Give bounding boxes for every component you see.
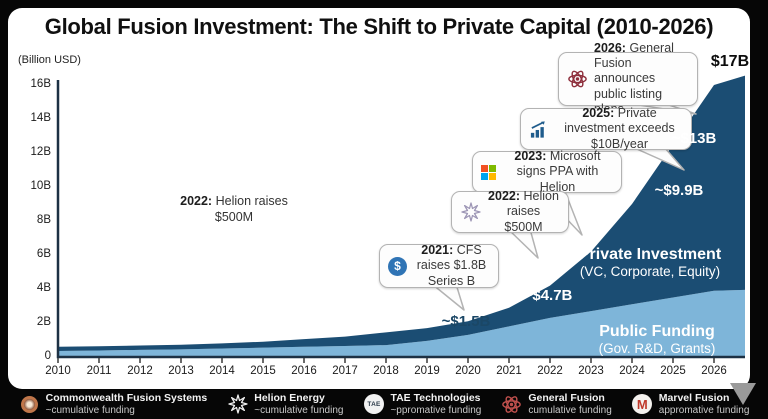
x-axis-tick-label: 2015 — [250, 365, 276, 377]
callout-text: 2022: Helion raises $500M — [487, 189, 560, 235]
callout-body: Helion raises $500M — [504, 189, 559, 234]
legend-name: Helion Energy — [254, 392, 325, 405]
y-axis-tick-label: 16B — [30, 78, 51, 90]
x-axis-tick-label: 2016 — [291, 365, 317, 377]
legend-sub: ~cumulative funding — [254, 404, 344, 416]
legend-sub: cumulative funding — [528, 404, 612, 416]
legend-item-marvel: M Marvel Fusion appromative funding — [632, 392, 750, 416]
value-label-4-7b: ~$4.7B — [523, 287, 573, 304]
legend-name: Commonwealth Fusion Systems — [45, 392, 208, 405]
callout-text: 2021: CFS raises $1.8B Series B — [413, 243, 490, 289]
x-axis-tick-label: 2011 — [86, 365, 112, 377]
bar-chart-icon — [529, 119, 550, 140]
area-label-sub: (Gov. R&D, Grants) — [598, 341, 716, 357]
chart-title: Global Fusion Investment: The Shift to P… — [44, 14, 714, 39]
callout-body: CFS raises $1.8B Series B — [416, 243, 487, 288]
y-axis-tick-label: 4B — [36, 282, 51, 294]
x-axis-tick-label: 2021 — [496, 365, 522, 377]
callout-text: 2025: Private investment exceeds $10B/ye… — [556, 106, 683, 152]
card-speech-tail — [730, 383, 756, 405]
private-investment-area — [58, 75, 745, 352]
callout-body: Microsoft signs PPA with Helion — [516, 149, 601, 194]
chart-card: Global Fusion Investment: The Shift to P… — [8, 8, 750, 389]
callout-year: 2025: — [582, 106, 615, 121]
atom-icon — [567, 69, 588, 90]
x-axis-tick-label: 2018 — [373, 365, 399, 377]
legend-sub: appromative funding — [658, 404, 750, 416]
x-axis-tick-label: 2019 — [414, 365, 440, 377]
callout-year: 2026: — [594, 40, 626, 55]
x-axis-tick-label: 2020 — [455, 365, 481, 377]
callout-year: 2023: — [514, 149, 547, 164]
note-2022-helion: 2022: Helion raises $500M — [178, 193, 290, 226]
microsoft-logo-icon — [481, 164, 496, 180]
helion-star-icon — [227, 394, 248, 415]
legend-item-cfs: Commonwealth Fusion Systems ~cumulative … — [19, 392, 208, 416]
callout-2022-helion-500m: 2022: Helion raises $500M — [451, 189, 569, 235]
y-axis-tick-label: 8B — [36, 214, 51, 226]
public-funding-area-label: Public Funding (Gov. R&D, Grants) — [567, 323, 747, 358]
value-label-13b: ~$13B — [671, 130, 717, 147]
callout-2025-private-investment: 2025: Private investment exceeds $10B/ye… — [520, 106, 692, 152]
tae-circle-icon: TAE — [363, 394, 384, 415]
legend-sub: ~cumulative funding — [45, 404, 135, 416]
x-axis-tick-label: 2010 — [45, 365, 71, 377]
x-axis-tick-label: 2017 — [332, 365, 358, 377]
atom-icon — [501, 394, 522, 415]
note-text: Helion raises $500M — [214, 194, 288, 225]
cfs-ring-icon — [19, 394, 40, 415]
x-axis-tick-label: 2022 — [537, 365, 563, 377]
area-label-sub: (VC, Corporate, Equity) — [579, 264, 721, 280]
x-axis-tick-label: 2014 — [209, 365, 235, 377]
note-year: 2022: — [180, 194, 213, 208]
x-axis-tickmarks — [57, 358, 715, 363]
callout-2026-general-fusion: 2026: General Fusion announces public li… — [558, 41, 698, 116]
callout-year: 2021: — [421, 243, 454, 258]
y-axis-tick-label: 6B — [36, 248, 51, 260]
legend-name: General Fusion — [528, 392, 605, 405]
legend-item-tae: TAE TAE Technologies ~ppromative funding — [363, 392, 482, 416]
y-axis-tick-label: 10B — [30, 180, 51, 192]
legend-name: Marvel Fusion — [658, 392, 730, 405]
y-axis-unit-label: (Billion USD) — [18, 54, 81, 66]
area-label-title: Private Investment — [578, 246, 722, 263]
axis-lines — [56, 80, 745, 359]
callout-body: Private investment exceeds $10B/year — [564, 106, 675, 151]
legend-item-helion: Helion Energy ~cumulative funding — [227, 392, 344, 416]
private-investment-area-label: Private Investment (VC, Corporate, Equit… — [560, 246, 740, 281]
x-axis-tick-label: 2025 — [660, 365, 686, 377]
helion-star-icon — [460, 202, 481, 223]
marvel-initial: M — [632, 394, 653, 414]
legend-name: TAE Technologies — [390, 392, 481, 405]
y-axis-tick-label: 2B — [36, 316, 51, 328]
public-funding-area — [58, 289, 745, 357]
y-axis-tick-label: 0 — [44, 350, 51, 362]
value-label-1-5b: ~$1.5B — [441, 313, 491, 330]
dollar-icon: $ — [388, 256, 407, 276]
x-axis-tick-label: 2012 — [127, 365, 153, 377]
tae-initials: TAE — [363, 394, 384, 414]
legend-sub: ~ppromative funding — [390, 404, 482, 416]
legend-item-general-fusion: General Fusion cumulative funding — [501, 392, 612, 416]
y-axis-tick-label: 12B — [30, 146, 51, 158]
x-axis-tick-label: 2013 — [168, 365, 194, 377]
y-axis-tick-label: 14B — [30, 112, 51, 124]
callout-2021-cfs-series-b: $ 2021: CFS raises $1.8B Series B — [379, 243, 499, 289]
value-label-17b: $17B — [710, 53, 750, 70]
callout-2023-microsoft-ppa: 2023: Microsoft signs PPA with Helion — [472, 149, 622, 195]
area-label-title: Public Funding — [599, 323, 715, 340]
x-axis-tick-label: 2026 — [701, 365, 727, 377]
marvel-m-icon: M — [632, 394, 653, 415]
callout-text: 2023: Microsoft signs PPA with Helion — [502, 149, 613, 195]
value-label-9-9b: ~$9.9B — [654, 182, 704, 199]
x-axis-tick-label: 2024 — [619, 365, 645, 377]
footer-legend: Commonwealth Fusion Systems ~cumulative … — [0, 389, 768, 419]
x-axis-tick-label: 2023 — [578, 365, 604, 377]
callout-year: 2022: — [488, 189, 521, 204]
